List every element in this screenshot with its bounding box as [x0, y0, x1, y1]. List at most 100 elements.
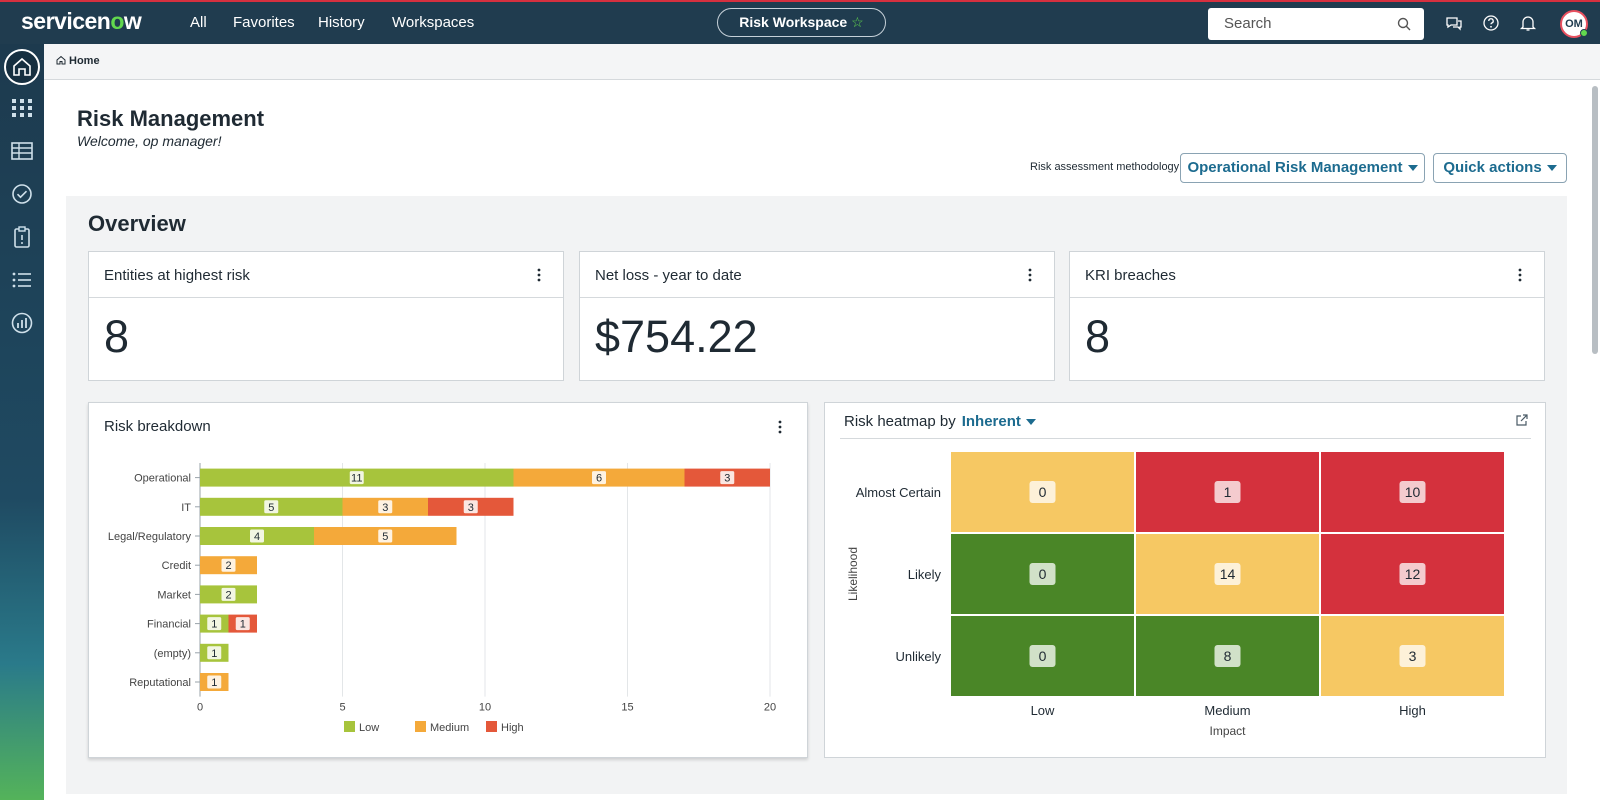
top-navigation-bar: servicenow All Favorites History Workspa… — [0, 0, 1600, 44]
breadcrumb-home[interactable]: Home — [56, 55, 100, 67]
kpi-value: 8 — [104, 311, 130, 362]
servicenow-logo[interactable]: servicenow — [21, 8, 142, 35]
y-category-label: (empty) — [154, 648, 191, 660]
chevron-down-icon — [1025, 419, 1036, 426]
risk-breakdown-card: 0 5 10 15 20 Operational 11 6 3 IT 5 3 3 Legal/Regula… — [88, 402, 808, 758]
data-label: 1 — [240, 619, 246, 631]
chat-icon[interactable] — [1445, 14, 1463, 32]
data-label-background — [207, 617, 222, 631]
x-tick-label: 20 — [764, 702, 776, 714]
apps-grid-icon[interactable] — [9, 95, 35, 121]
heatmap-row-label: Likely — [908, 567, 942, 582]
legend-label: Low — [359, 722, 379, 734]
heatmap-value: 10 — [1405, 484, 1421, 500]
sidebar-home-button[interactable] — [4, 49, 40, 85]
table-list-icon[interactable] — [9, 138, 35, 164]
nav-history[interactable]: History — [318, 14, 365, 31]
data-label-background — [378, 529, 393, 543]
notifications-bell-icon[interactable] — [1519, 14, 1537, 32]
heatmap-value: 14 — [1220, 566, 1236, 582]
data-label-background — [349, 471, 364, 485]
heatmap-value-badge — [1029, 481, 1056, 503]
y-category-label: Financial — [147, 619, 191, 631]
nav-all[interactable]: All — [190, 14, 207, 31]
heatmap-value-badge — [1029, 563, 1056, 585]
favorite-star-icon[interactable]: ☆ — [851, 14, 864, 30]
search-icon — [1397, 17, 1411, 31]
data-label: 1 — [211, 619, 217, 631]
nav-workspaces[interactable]: Workspaces — [392, 14, 475, 31]
open-external-icon[interactable] — [1515, 413, 1529, 427]
heatmap-value: 8 — [1224, 648, 1232, 664]
data-label: 3 — [724, 473, 730, 485]
kpi-divider — [89, 297, 563, 298]
logo-text-o: o — [110, 8, 124, 34]
data-label-background — [592, 471, 606, 485]
heatmap-row-label: Unlikely — [895, 649, 941, 664]
data-label-background — [207, 675, 222, 689]
heatmap-value-badge — [1029, 645, 1056, 667]
kpi-card-entities-at-highest-risk[interactable]: Entities at highest risk 8 — [88, 251, 564, 381]
heatmap-value: 3 — [1409, 648, 1417, 664]
more-options-icon[interactable] — [778, 420, 782, 434]
x-tick-label: 15 — [621, 702, 633, 714]
heatmap-mode-value: Inherent — [961, 413, 1021, 430]
data-label: 5 — [382, 531, 388, 543]
data-label-background — [235, 617, 250, 631]
more-options-icon[interactable] — [1028, 268, 1032, 282]
legend-swatch — [344, 721, 355, 732]
data-label: 2 — [225, 560, 231, 572]
nav-favorites[interactable]: Favorites — [233, 14, 295, 31]
data-label: 3 — [382, 502, 388, 514]
heatmap-value-badge — [1399, 481, 1426, 503]
left-sidebar — [0, 44, 44, 800]
kpi-value: $754.22 — [595, 311, 758, 362]
list-icon[interactable] — [9, 267, 35, 293]
chevron-down-icon — [1546, 165, 1557, 172]
logo-text-end: w — [123, 8, 142, 34]
heatmap-column-label: High — [1399, 703, 1426, 718]
check-circle-icon[interactable] — [9, 181, 35, 207]
kpi-divider — [580, 297, 1054, 298]
heatmap-value: 0 — [1039, 484, 1047, 500]
help-icon[interactable] — [1482, 14, 1500, 32]
data-label: 11 — [351, 473, 362, 485]
data-label-background — [250, 529, 264, 543]
y-category-label: Operational — [134, 473, 191, 485]
search-input[interactable]: Search — [1208, 8, 1424, 40]
more-options-icon[interactable] — [1518, 268, 1522, 282]
data-label-background — [720, 471, 735, 485]
workspace-pill[interactable]: Risk Workspace ☆ — [717, 8, 886, 37]
risk-heatmap-card: 0 1 10 Almost Certain 0 14 12 Likely 0 8 3 Unlikely… — [824, 402, 1546, 758]
logo-text: servicen — [21, 8, 111, 34]
methodology-label: Risk assessment methodology — [1030, 161, 1180, 173]
page-scrollbar[interactable] — [1592, 86, 1598, 354]
heatmap-value-badge — [1214, 645, 1241, 667]
heatmap-column-label: Medium — [1204, 703, 1250, 718]
data-label-background — [264, 500, 279, 514]
breadcrumb-home-label: Home — [69, 55, 100, 67]
user-avatar[interactable]: OM — [1560, 10, 1588, 38]
heatmap-mode-dropdown[interactable]: Inherent — [962, 413, 1036, 430]
y-category-label: Reputational — [129, 677, 191, 689]
data-label: 6 — [596, 473, 602, 485]
data-label: 4 — [254, 531, 260, 543]
home-small-icon — [56, 55, 66, 65]
kpi-value: 8 — [1085, 311, 1111, 362]
page-title: Risk Management — [77, 106, 265, 131]
heatmap-column-label: Low — [1031, 703, 1055, 718]
data-label: 5 — [268, 502, 274, 514]
kpi-card-kri-breaches[interactable]: KRI breaches 8 — [1069, 251, 1545, 381]
legend-label: High — [501, 722, 524, 734]
analytics-icon[interactable] — [9, 310, 35, 336]
methodology-dropdown[interactable]: Operational Risk Management — [1180, 153, 1425, 183]
y-category-label: Credit — [162, 560, 191, 572]
methodology-value: Operational Risk Management — [1187, 159, 1403, 176]
kpi-card-net-loss[interactable]: Net loss - year to date $754.22 — [579, 251, 1055, 381]
clipboard-icon[interactable] — [9, 224, 35, 250]
search-placeholder: Search — [1224, 15, 1272, 32]
kpi-title: Entities at highest risk — [104, 267, 250, 284]
quick-actions-dropdown[interactable]: Quick actions — [1433, 153, 1567, 183]
more-options-icon[interactable] — [537, 268, 541, 282]
y-category-label: Legal/Regulatory — [108, 531, 192, 543]
